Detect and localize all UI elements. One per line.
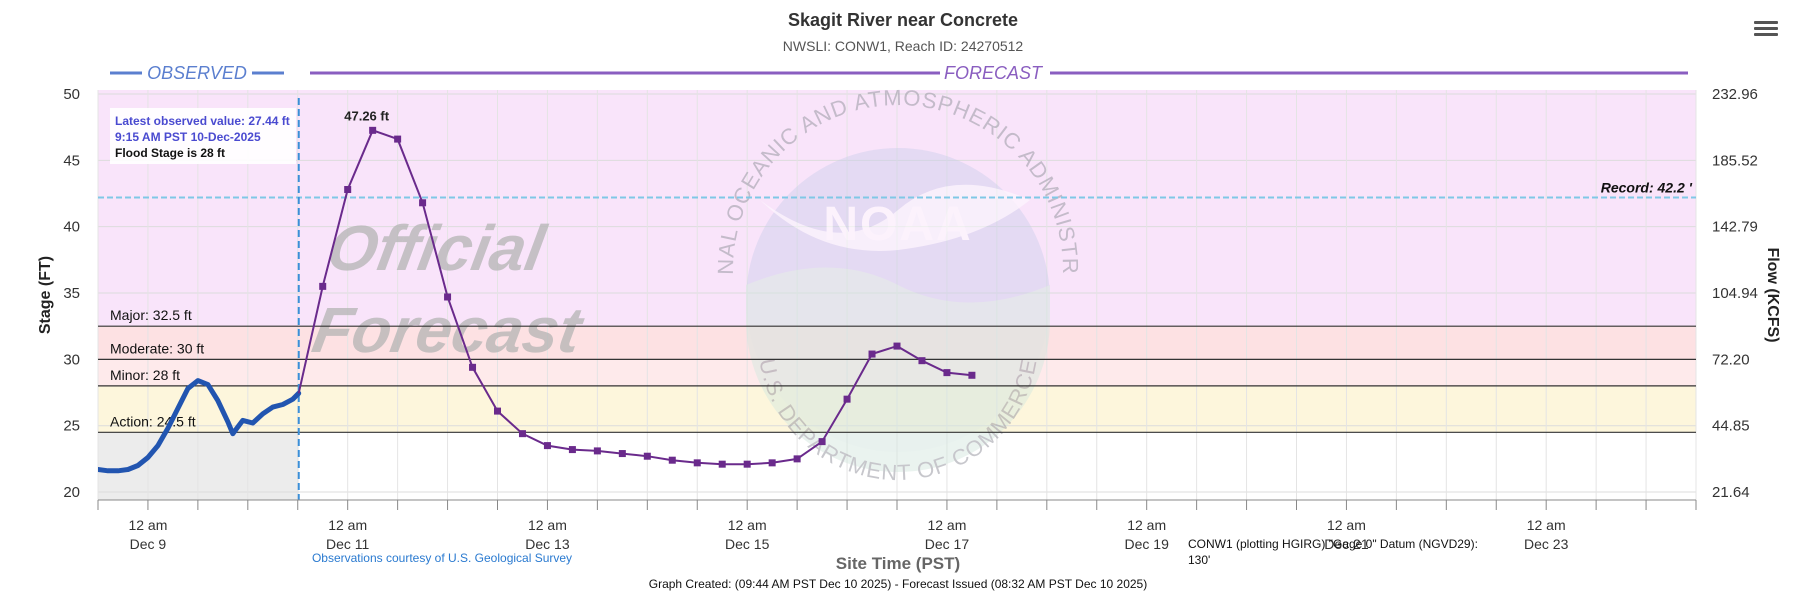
y2-tick-label: 44.85 — [1712, 418, 1750, 435]
y-tick-label: 45 — [63, 152, 80, 169]
minor-label: Minor: 28 ft — [110, 367, 180, 383]
x-tick-date-label: Dec 21 — [1324, 536, 1369, 552]
forecast-point — [593, 447, 601, 455]
forecast-point — [618, 450, 626, 458]
x-tick-date-label: Dec 19 — [1125, 536, 1170, 552]
forecast-point — [718, 460, 726, 468]
forecast-header-label: FORECAST — [944, 63, 1044, 83]
axes: 12 am Dec 9 12 am Dec 11 12 am Dec 13 12 am Dec… — [63, 86, 1758, 552]
forecast-point — [818, 438, 826, 446]
forecast-point — [843, 395, 851, 403]
x-tick-time-label: 12 am — [1127, 517, 1166, 533]
x-tick-date-label: Dec 9 — [130, 536, 167, 552]
x-tick-time-label: 12 am — [728, 517, 767, 533]
forecast-point — [893, 342, 901, 350]
action-label: Action: 24.5 ft — [110, 413, 196, 429]
threshold-lines: Record: 42.2 ' Major: 32.5 ft Moderate: 30… — [98, 179, 1696, 433]
y2-tick-label: 104.94 — [1712, 285, 1758, 302]
y-tick-label: 25 — [63, 418, 80, 435]
peak-label: 47.26 ft — [344, 108, 389, 123]
observed-header-label: OBSERVED — [147, 63, 247, 83]
x-tick-time-label: 12 am — [1327, 517, 1366, 533]
forecast-point — [768, 459, 776, 467]
forecast-point — [344, 186, 352, 194]
forecast-point — [319, 282, 327, 290]
y2-tick-label: 185.52 — [1712, 152, 1758, 169]
y-tick-label: 30 — [63, 351, 80, 368]
x-tick-date-label: Dec 17 — [925, 536, 970, 552]
y2-tick-label: 142.79 — [1712, 219, 1758, 236]
x-tick-time-label: 12 am — [528, 517, 567, 533]
chart-title: Skagit River near Concrete — [788, 10, 1018, 30]
moderate-label: Moderate: 30 ft — [110, 340, 204, 356]
forecast-point — [668, 456, 676, 464]
footer-graph-created: Graph Created: (09:44 AM PST Dec 10 2025… — [649, 577, 1147, 591]
forecast-point — [743, 460, 751, 468]
forecast-point — [693, 459, 701, 467]
forecast-point — [543, 442, 551, 450]
y-tick-label: 20 — [63, 484, 80, 501]
forecast-point — [868, 350, 876, 358]
forecast-point — [918, 357, 926, 365]
x-axis-title: Site Time (PST) — [836, 554, 960, 573]
usgs-credit-link[interactable]: Observations courtesy of U.S. Geological… — [312, 551, 572, 565]
forecast-series-line — [297, 129, 973, 466]
data-series — [98, 126, 976, 474]
forecast-point — [419, 199, 427, 207]
forecast-point — [793, 455, 801, 463]
forecast-point — [943, 369, 951, 377]
hamburger-menu-icon[interactable] — [1754, 18, 1778, 40]
x-tick-date-label: Dec 15 — [725, 536, 770, 552]
forecast-point — [469, 363, 477, 371]
y2-tick-label: 232.96 — [1712, 86, 1758, 103]
y2-tick-label: 72.20 — [1712, 351, 1750, 368]
forecast-point — [369, 126, 377, 134]
record-label: Record: 42.2 ' — [1601, 179, 1693, 195]
latest-observed-time: 9:15 AM PST 10-Dec-2025 — [115, 130, 261, 144]
x-tick-date-label: Dec 13 — [525, 536, 570, 552]
official-forecast-watermark: Official Forecast — [307, 212, 589, 365]
watermark-line1: Official — [322, 212, 552, 283]
observed-series-line — [98, 378, 302, 474]
x-tick-time-label: 12 am — [328, 517, 367, 533]
x-tick-time-label: 12 am — [927, 517, 966, 533]
latest-observed-info-box: Latest observed value: 27.44 ft 9:15 AM … — [110, 108, 296, 164]
chart-subtitle: NWSLI: CONW1, Reach ID: 24270512 — [783, 38, 1024, 54]
y-tick-label: 50 — [63, 86, 80, 103]
watermark-line2: Forecast — [307, 294, 589, 365]
major-label: Major: 32.5 ft — [110, 307, 192, 323]
x-tick-time-label: 12 am — [128, 517, 167, 533]
forecast-point — [968, 371, 976, 379]
flood-stage-note: Flood Stage is 28 ft — [115, 146, 225, 160]
x-tick-date-label: Dec 11 — [326, 536, 370, 552]
forecast-point — [568, 446, 576, 454]
x-tick-date-label: Dec 23 — [1524, 536, 1569, 552]
y-tick-label: 40 — [63, 219, 80, 236]
datum-note: CONW1 (plotting HGIRG) "Gage 0" Datum (N… — [1188, 537, 1481, 567]
y2-axis-title: Flow (KCFS) — [1764, 247, 1781, 342]
forecast-point — [518, 430, 526, 438]
y-tick-label: 35 — [63, 285, 80, 302]
noaa-logo-text: NOAA — [823, 198, 972, 251]
y2-tick-label: 21.64 — [1712, 484, 1750, 501]
forecast-point — [494, 407, 501, 415]
forecast-point — [394, 135, 402, 143]
x-tick-time-label: 12 am — [1527, 517, 1566, 533]
forecast-point — [444, 293, 452, 301]
y-axis-title: Stage (FT) — [37, 256, 54, 334]
latest-observed-value: Latest observed value: 27.44 ft — [115, 114, 290, 128]
forecast-point — [643, 452, 651, 460]
